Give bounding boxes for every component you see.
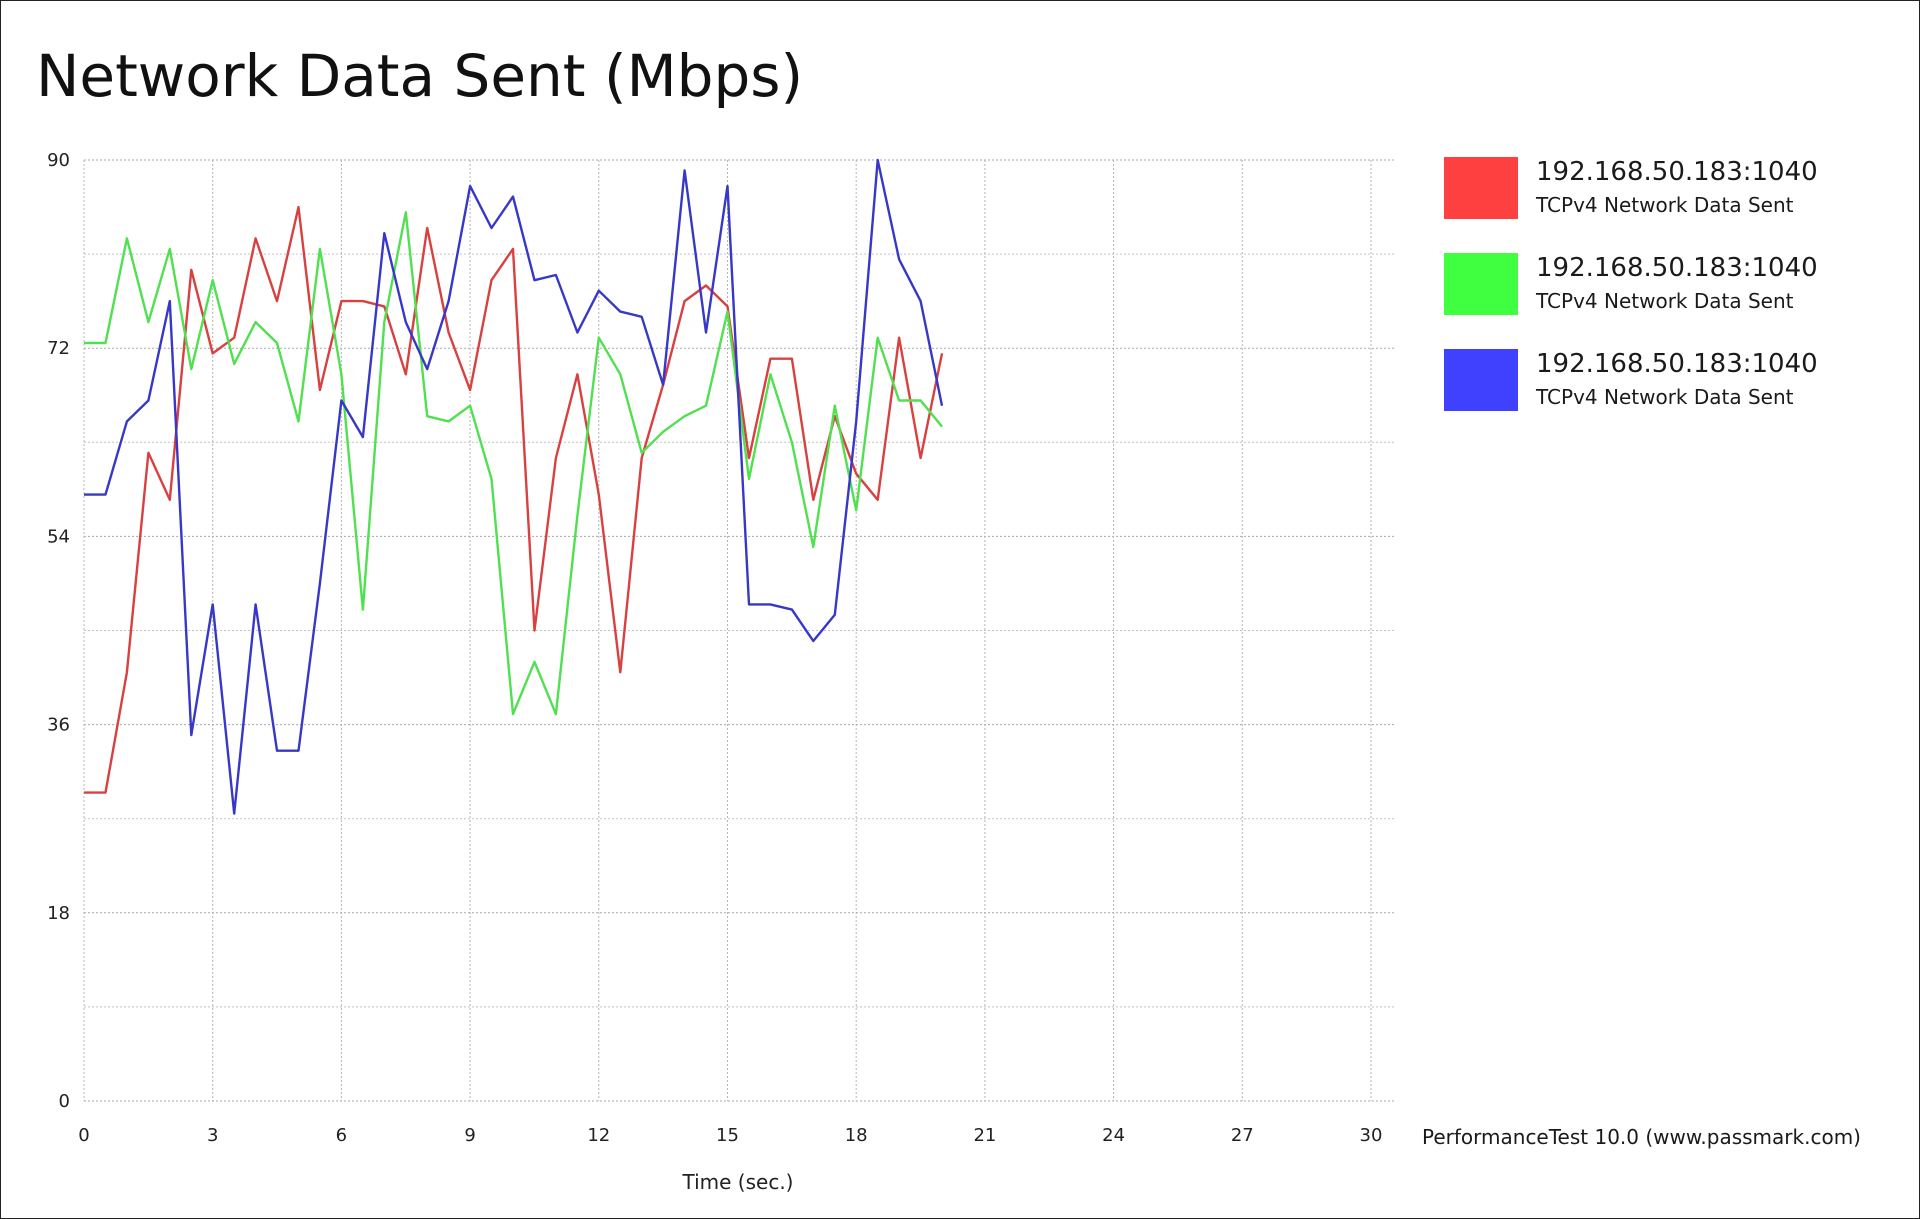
legend-swatch-red [1444,157,1518,219]
series-line-2 [84,211,943,716]
legend-series-description: TCPv4 Network Data Sent [1536,385,1794,409]
legend-item-series-1: 192.168.50.183:1040 TCPv4 Network Data S… [1444,155,1884,251]
series-line-1 [84,205,944,794]
legend-series-name: 192.168.50.183:1040 [1536,157,1818,187]
legend-swatch-green [1444,253,1518,315]
x-tick-label: 9 [464,1125,475,1146]
chart-title: Network Data Sent (Mbps) [36,42,804,110]
legend-swatch-blue [1444,349,1518,411]
legend-series-description: TCPv4 Network Data Sent [1536,193,1794,217]
series-line-3 [84,158,944,815]
x-tick-label: 30 [1360,1125,1383,1146]
legend-item-series-3: 192.168.50.183:1040 TCPv4 Network Data S… [1444,347,1884,443]
x-tick-label: 3 [207,1125,218,1146]
y-tick-label: 72 [47,338,70,359]
x-tick-label: 6 [336,1125,347,1146]
grid-lines [83,159,1396,1102]
y-tick-label: 54 [47,526,70,547]
credit-annotation: PerformanceTest 10.0 (www.passmark.com) [1422,1125,1861,1149]
x-tick-label: 21 [973,1125,996,1146]
x-tick-label: 18 [845,1125,868,1146]
series-lines [84,158,944,815]
x-tick-label: 15 [716,1125,739,1146]
legend: 192.168.50.183:1040 TCPv4 Network Data S… [1444,155,1884,443]
x-tick-label: 27 [1231,1125,1254,1146]
y-tick-label: 18 [47,903,70,924]
x-tick-label: 24 [1102,1125,1125,1146]
x-tick-label: 0 [78,1125,89,1146]
y-tick-label: 0 [59,1091,70,1112]
y-tick-label: 90 [47,150,70,171]
y-tick-label: 36 [47,715,70,736]
legend-series-name: 192.168.50.183:1040 [1536,349,1818,379]
legend-series-description: TCPv4 Network Data Sent [1536,289,1794,313]
legend-item-series-2: 192.168.50.183:1040 TCPv4 Network Data S… [1444,251,1884,347]
legend-series-name: 192.168.50.183:1040 [1536,253,1818,283]
x-axis-title: Time (sec.) [682,1170,794,1194]
x-tick-label: 12 [587,1125,610,1146]
